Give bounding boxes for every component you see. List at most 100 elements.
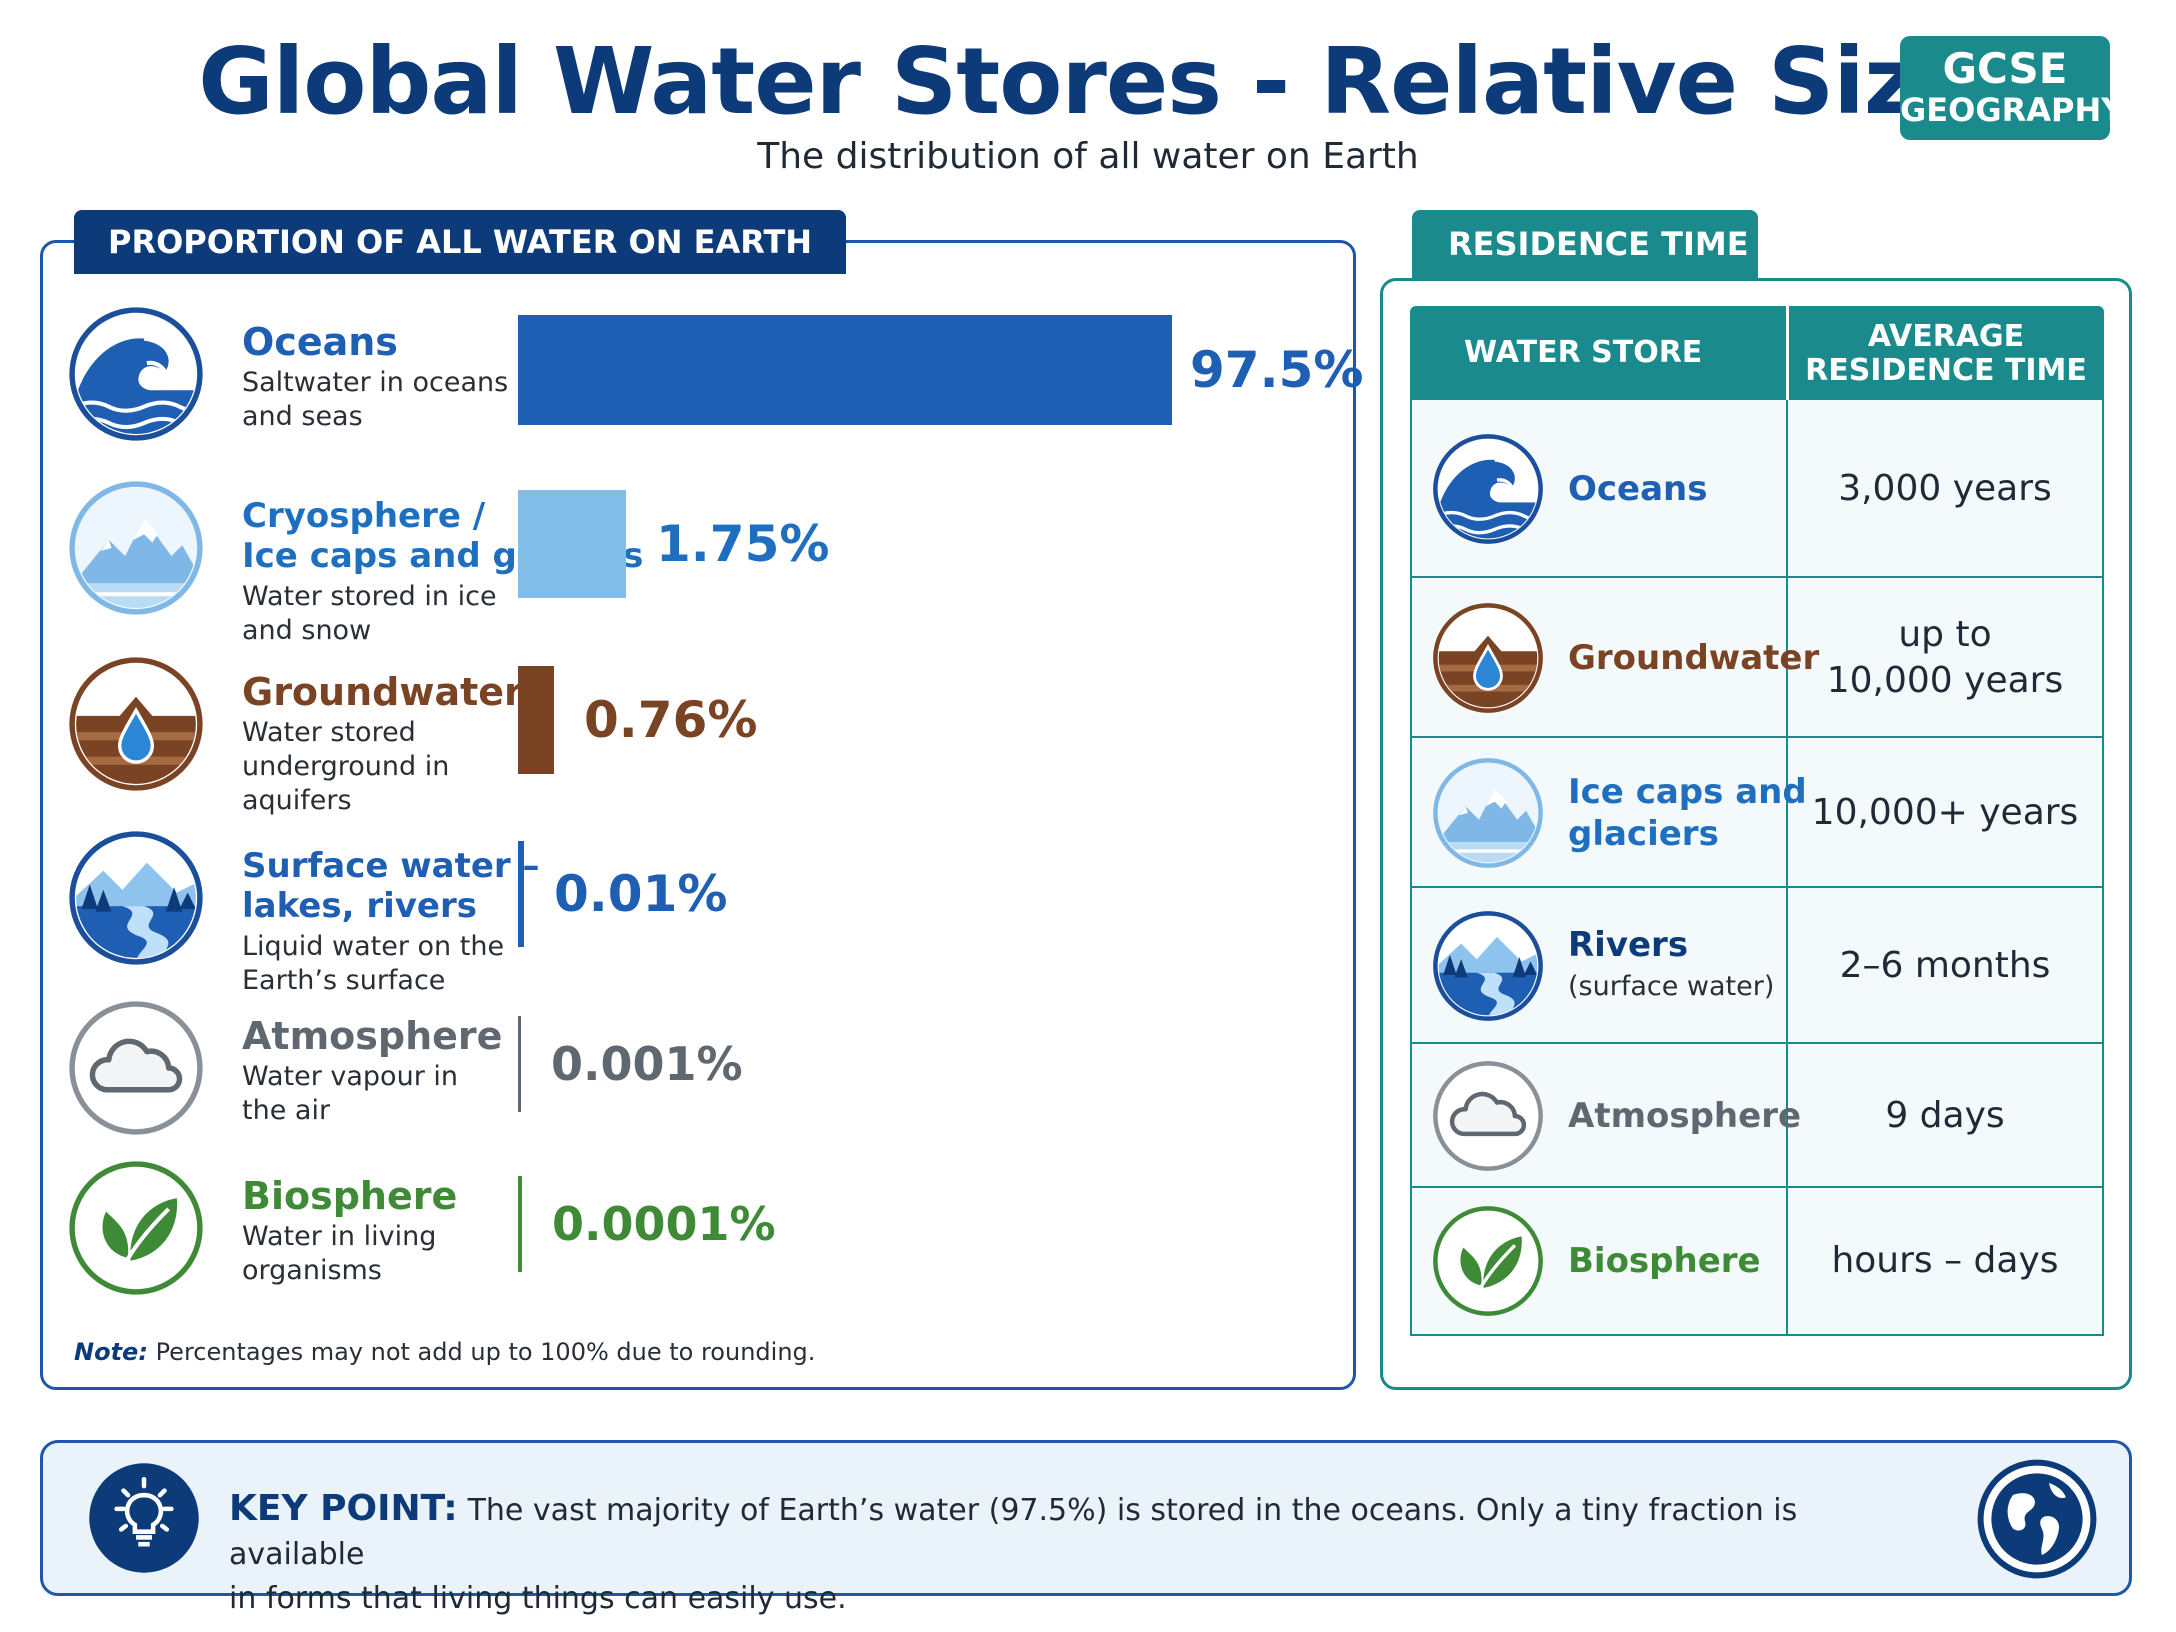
bar-leaf (518, 1176, 522, 1272)
table-store-name: Rivers (surface water) (1568, 924, 1774, 1008)
residence-time-line-1: 9 days (1885, 1095, 2005, 1136)
residence-panel (1380, 278, 2132, 1390)
lightbulb-icon (87, 1461, 201, 1575)
residence-time-line-1: 10,000+ years (1811, 792, 2079, 833)
key-point-line-2: in forms that living things can easily u… (229, 1581, 847, 1616)
store-name-line-1: Groundwater (242, 670, 523, 714)
key-point-text: KEY POINT: The vast majority of Earth’s w… (229, 1487, 1829, 1621)
key-point-box: KEY POINT: The vast majority of Earth’s w… (40, 1440, 2132, 1616)
proportion-panel-heading: PROPORTION OF ALL WATER ON EARTH (74, 210, 847, 274)
table-residence-time: up to 10,000 years (1788, 612, 2102, 704)
table-residence-time: 3,000 years (1788, 466, 2102, 512)
ocean-wave-icon (1432, 433, 1544, 545)
leaf-icon (68, 1160, 204, 1296)
residence-time-line-1: up to (1898, 614, 1992, 655)
table-store-subtitle: (surface water) (1568, 971, 1775, 1002)
mountain-ice-icon (1432, 757, 1544, 869)
badge-line-1: GCSE (1942, 44, 2068, 93)
table-store-name-line-1: Ice caps and (1568, 772, 1807, 812)
data-label-percentage: 0.0001% (552, 1197, 776, 1251)
store-name-line-2: lakes, rivers (242, 886, 477, 926)
table-store-name-line-1: Rivers (1568, 925, 1689, 965)
store-description: Water vapour in the air (242, 1060, 458, 1128)
residence-table: WATER STORE AVERAGE RESIDENCE TIME Ocean… (1410, 306, 2104, 1336)
badge-line-2: GEOGRAPHY (1900, 91, 2125, 129)
globe-icon (1977, 1459, 2097, 1579)
store-description-line-2: underground in (242, 751, 450, 782)
store-description-line-1: Saltwater in oceans (242, 367, 509, 398)
store-description-line-1: Water stored (242, 717, 416, 748)
ocean-wave-icon (68, 306, 204, 442)
table-row: Groundwater up to 10,000 years (1412, 578, 2102, 738)
table-store-name-line-1: Atmosphere (1568, 1096, 1802, 1136)
rounding-note: Note: Percentages may not add up to 100%… (74, 1338, 815, 1366)
data-label-percentage: 0.01% (554, 865, 728, 923)
store-description: Water stored in ice and snow (242, 580, 497, 648)
table-store-name: Atmosphere (1568, 1095, 1801, 1137)
table-column-divider (1786, 400, 1788, 1334)
store-name-line-1: Atmosphere (242, 1014, 503, 1058)
cloud-icon (1432, 1060, 1544, 1172)
table-row: Atmosphere 9 days (1412, 1044, 2102, 1188)
store-description: Water stored underground in aquifers (242, 716, 449, 818)
column-header-line-2: RESIDENCE TIME (1805, 353, 2087, 388)
store-name-line-1: Surface water – (242, 846, 540, 886)
store-description-line-1: Liquid water on the (242, 931, 505, 962)
bar-cloud (518, 1016, 521, 1112)
key-point-line-1: The vast majority of Earth’s water (97.5… (229, 1493, 1798, 1572)
table-store-name-line-2: glaciers (1568, 814, 1719, 854)
page-title: Global Water Stores - Relative Size (198, 28, 1979, 135)
store-description-line-1: Water vapour in (242, 1061, 458, 1092)
store-name: Oceans (242, 322, 398, 362)
key-point-label: KEY POINT: (229, 1488, 458, 1529)
store-name-line-1: Biosphere (242, 1174, 458, 1218)
store-description-line-3: aquifers (242, 785, 352, 816)
data-label-percentage: 97.5% (1190, 341, 1364, 399)
store-description-line-1: Water in living (242, 1221, 437, 1252)
store-description: Water in living organisms (242, 1220, 436, 1288)
store-description-line-1: Water stored in ice (242, 581, 497, 612)
store-name: Groundwater (242, 672, 523, 712)
table-store-name: Ice caps and glaciers (1568, 771, 1807, 855)
table-residence-time: 9 days (1788, 1093, 2102, 1139)
bar-ocean-wave (518, 315, 1172, 425)
table-row: Ice caps and glaciers 10,000+ years (1412, 738, 2102, 888)
store-description-line-2: Earth’s surface (242, 965, 446, 996)
store-description-line-2: and snow (242, 615, 372, 646)
store-name: Atmosphere (242, 1016, 502, 1056)
table-store-name-line-1: Biosphere (1568, 1241, 1761, 1281)
column-header-water-store: WATER STORE (1464, 335, 1703, 370)
gcse-badge: GCSE GEOGRAPHY (1900, 36, 2125, 140)
page-subtitle: The distribution of all water on Earth (757, 136, 1419, 177)
residence-time-line-1: 3,000 years (1838, 468, 2052, 509)
data-label-percentage: 1.75% (656, 515, 830, 573)
groundwater-drop-icon (68, 656, 204, 792)
river-landscape-icon (68, 830, 204, 966)
bar-groundwater-drop (518, 666, 554, 774)
bar-mountain-ice (518, 490, 626, 598)
note-text: Percentages may not add up to 100% due t… (155, 1338, 816, 1366)
store-name-line-1: Cryosphere / (242, 496, 486, 536)
table-row: Rivers (surface water) 2–6 months (1412, 888, 2102, 1044)
table-residence-time: hours – days (1788, 1238, 2102, 1284)
residence-table-body: Oceans 3,000 years Groundwater up to 10,000 … (1410, 400, 2104, 1336)
store-description: Liquid water on the Earth’s surface (242, 930, 504, 998)
column-header-line-1: AVERAGE (1867, 319, 2025, 354)
residence-time-line-1: 2–6 months (1839, 945, 2051, 986)
table-store-name-line-1: Groundwater (1568, 638, 1820, 678)
table-residence-time: 2–6 months (1788, 943, 2102, 989)
note-label: Note: (74, 1338, 148, 1366)
store-name-line-1: Oceans (242, 320, 398, 364)
table-store-name: Groundwater (1568, 637, 1819, 679)
store-description: Saltwater in oceans and seas (242, 366, 508, 434)
groundwater-drop-icon (1432, 602, 1544, 714)
mountain-ice-icon (68, 480, 204, 616)
table-row: Oceans 3,000 years (1412, 400, 2102, 578)
table-store-name: Biosphere (1568, 1240, 1761, 1282)
store-name: Surface water – lakes, rivers (242, 846, 540, 926)
residence-table-header: WATER STORE AVERAGE RESIDENCE TIME (1410, 306, 2104, 400)
table-store-name-line-1: Oceans (1568, 469, 1708, 509)
table-store-name: Oceans (1568, 468, 1708, 510)
river-landscape-icon (1432, 910, 1544, 1022)
store-name: Biosphere (242, 1176, 457, 1216)
